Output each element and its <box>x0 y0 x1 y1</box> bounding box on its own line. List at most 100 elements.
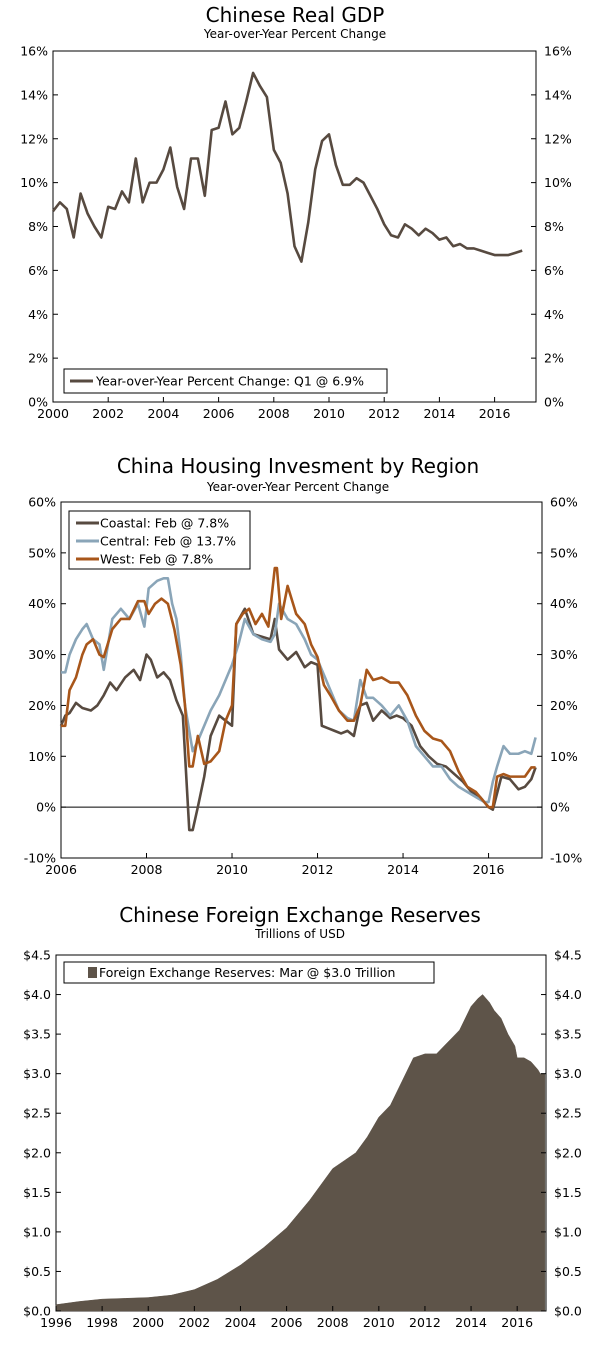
y-axis: 0% 0% 2% 2% 4% 4% 6% 6% 8% 8% 10% 10% 12% 12% 14% 14% 16… <box>20 44 572 410</box>
y-tick-label-right: 10% <box>550 749 578 764</box>
y-tick-label-left: 12% <box>20 131 48 146</box>
x-tick-label: 2004 <box>225 1315 257 1330</box>
y-axis: $0.0 $0.0 $0.5 $0.5 $1.0 $1.0 $1.5 $1.5 $2.0 $2.0… <box>23 948 582 1319</box>
series-line-west <box>61 566 536 809</box>
x-tick-label: 2012 <box>368 406 400 421</box>
y-tick-label-left: 10% <box>20 175 48 190</box>
reserves-chart-panel: Chinese Foreign Exchange Reserves Trilli… <box>0 895 600 1348</box>
chart-title: China Housing Invesment by Region <box>117 454 479 478</box>
y-tick-label-left: 2% <box>28 351 48 366</box>
x-tick-label: 2012 <box>302 862 334 877</box>
x-tick-label: 1996 <box>40 1315 72 1330</box>
gdp-chart-panel: Chinese Real GDP Year-over-Year Percent … <box>0 0 600 445</box>
chart-subtitle: Trillions of USD <box>254 927 345 941</box>
y-tick-label-right: 16% <box>544 44 572 59</box>
y-tick-label-left: 16% <box>20 44 48 59</box>
y-tick-label-left: $2.0 <box>23 1145 51 1160</box>
y-axis: -10% -10% 0% 0% 10% 10% 20% 20% 30% 30% 40% 40% 50% 5… <box>24 495 583 866</box>
y-tick-label-left: $1.0 <box>23 1224 51 1239</box>
y-tick-label-left: 10% <box>28 749 56 764</box>
y-tick-label-left: $2.5 <box>23 1106 51 1121</box>
x-tick-label: 2014 <box>423 406 455 421</box>
y-tick-label-right: 4% <box>544 307 564 322</box>
x-tick-label: 2008 <box>131 862 163 877</box>
y-tick-label-right: 60% <box>550 495 578 510</box>
y-tick-label-right: $0.5 <box>554 1264 582 1279</box>
legend-swatch-reserves <box>88 967 97 978</box>
legend: Coastal: Feb @ 7.8% Central: Feb @ 13.7%… <box>68 510 251 570</box>
housing-chart: China Housing Invesment by Region Year-o… <box>24 454 583 877</box>
x-tick-label: 2014 <box>455 1315 487 1330</box>
x-tick-label: 2000 <box>132 1315 164 1330</box>
legend-label-coastal: Coastal: Feb @ 7.8% <box>100 516 229 531</box>
y-tick-label-left: 0% <box>28 395 48 410</box>
y-tick-label-left: 50% <box>28 545 56 560</box>
series-layer <box>59 566 537 832</box>
y-tick-label-left: $4.5 <box>23 948 51 963</box>
y-tick-label-left: 6% <box>28 263 48 278</box>
y-tick-label-left: $0.5 <box>23 1264 51 1279</box>
y-tick-label-left: $3.0 <box>23 1066 51 1081</box>
y-tick-label-right: 10% <box>544 175 572 190</box>
x-tick-label: 2010 <box>363 1315 395 1330</box>
x-tick-label: 2006 <box>45 862 77 877</box>
y-tick-label-left: -10% <box>24 851 56 866</box>
chart-title: Chinese Real GDP <box>206 3 385 27</box>
y-tick-label-left: 4% <box>28 307 48 322</box>
reserves-chart: Chinese Foreign Exchange Reserves Trilli… <box>23 903 582 1330</box>
chart-title: Chinese Foreign Exchange Reserves <box>119 903 481 927</box>
y-tick-label-left: 0% <box>36 800 56 815</box>
y-tick-label-left: 20% <box>28 698 56 713</box>
x-axis: 1996 1998 2000 2002 2004 2006 2008 2010 2012 2014… <box>40 1306 533 1330</box>
chart-subtitle: Year-over-Year Percent Change <box>203 27 386 41</box>
y-tick-label-right: $4.5 <box>554 948 582 963</box>
legend: Foreign Exchange Reserves: Mar @ $3.0 Tr… <box>63 961 435 984</box>
y-tick-label-right: $1.0 <box>554 1224 582 1239</box>
x-tick-label: 2006 <box>271 1315 303 1330</box>
gdp-chart: Chinese Real GDP Year-over-Year Percent … <box>20 3 572 421</box>
chart-subtitle: Year-over-Year Percent Change <box>206 480 389 494</box>
y-tick-label-right: 2% <box>544 351 564 366</box>
series-area-reserves <box>55 994 546 1312</box>
x-axis: 2006 2008 2010 2012 2014 2016 <box>45 853 505 877</box>
x-tick-label: 2012 <box>409 1315 441 1330</box>
y-tick-label-left: 14% <box>20 87 48 102</box>
legend-box <box>68 510 251 570</box>
y-tick-label-right: $0.0 <box>554 1304 582 1319</box>
x-tick-label: 2008 <box>317 1315 349 1330</box>
y-tick-label-right: 30% <box>550 647 578 662</box>
y-tick-label-left: $1.5 <box>23 1185 51 1200</box>
housing-chart-panel: China Housing Invesment by Region Year-o… <box>0 445 600 895</box>
y-tick-label-right: $3.5 <box>554 1027 582 1042</box>
legend-box <box>63 368 388 394</box>
y-tick-label-right: 6% <box>544 263 564 278</box>
y-tick-label-left: 60% <box>28 495 56 510</box>
x-tick-label: 2010 <box>313 406 345 421</box>
y-tick-label-right: $2.0 <box>554 1145 582 1160</box>
x-tick-label: 1998 <box>86 1315 118 1330</box>
x-tick-label: 2010 <box>216 862 248 877</box>
y-tick-label-left: $4.0 <box>23 987 51 1002</box>
y-tick-label-right: 40% <box>550 596 578 611</box>
y-tick-label-left: 8% <box>28 219 48 234</box>
plot-area <box>52 50 537 403</box>
y-tick-label-right: 20% <box>550 698 578 713</box>
y-tick-label-right: $4.0 <box>554 987 582 1002</box>
y-tick-label-left: $0.0 <box>23 1304 51 1319</box>
y-tick-label-right: 12% <box>544 131 572 146</box>
x-tick-label: 2006 <box>203 406 235 421</box>
legend-label-central: Central: Feb @ 13.7% <box>100 534 236 549</box>
y-tick-label-left: $3.5 <box>23 1027 51 1042</box>
x-axis: 2000 2002 2004 2006 2008 2010 2012 2014 2016 <box>37 397 511 421</box>
legend-label-west: West: Feb @ 7.8% <box>100 552 213 567</box>
y-tick-label-left: 30% <box>28 647 56 662</box>
y-tick-label-right: $3.0 <box>554 1066 582 1081</box>
y-tick-label-left: 40% <box>28 596 56 611</box>
x-tick-label: 2004 <box>147 406 179 421</box>
series-layer <box>51 71 523 263</box>
legend-box <box>63 961 435 984</box>
y-tick-label-right: $2.5 <box>554 1106 582 1121</box>
y-tick-label-right: 8% <box>544 219 564 234</box>
series-layer <box>55 994 546 1312</box>
y-tick-label-right: 0% <box>544 395 564 410</box>
